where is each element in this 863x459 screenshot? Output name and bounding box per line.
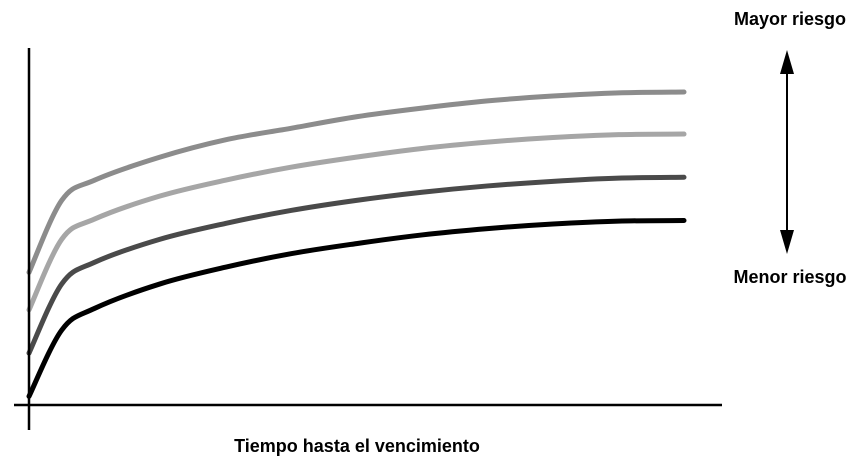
series-line-2 (26, 131, 687, 313)
risk-arrow-up-head (780, 50, 794, 74)
x-axis-label: Tiempo hasta el vencimiento (234, 436, 480, 456)
lower-risk-label: Menor riesgo (733, 267, 846, 287)
risk-arrow (780, 50, 794, 254)
series-line-1 (26, 89, 687, 275)
series-line-4 (26, 218, 687, 399)
risk-arrow-down-head (780, 230, 794, 254)
series-layer (26, 89, 687, 399)
series-line-3 (26, 174, 687, 356)
higher-risk-label: Mayor riesgo (734, 9, 846, 29)
